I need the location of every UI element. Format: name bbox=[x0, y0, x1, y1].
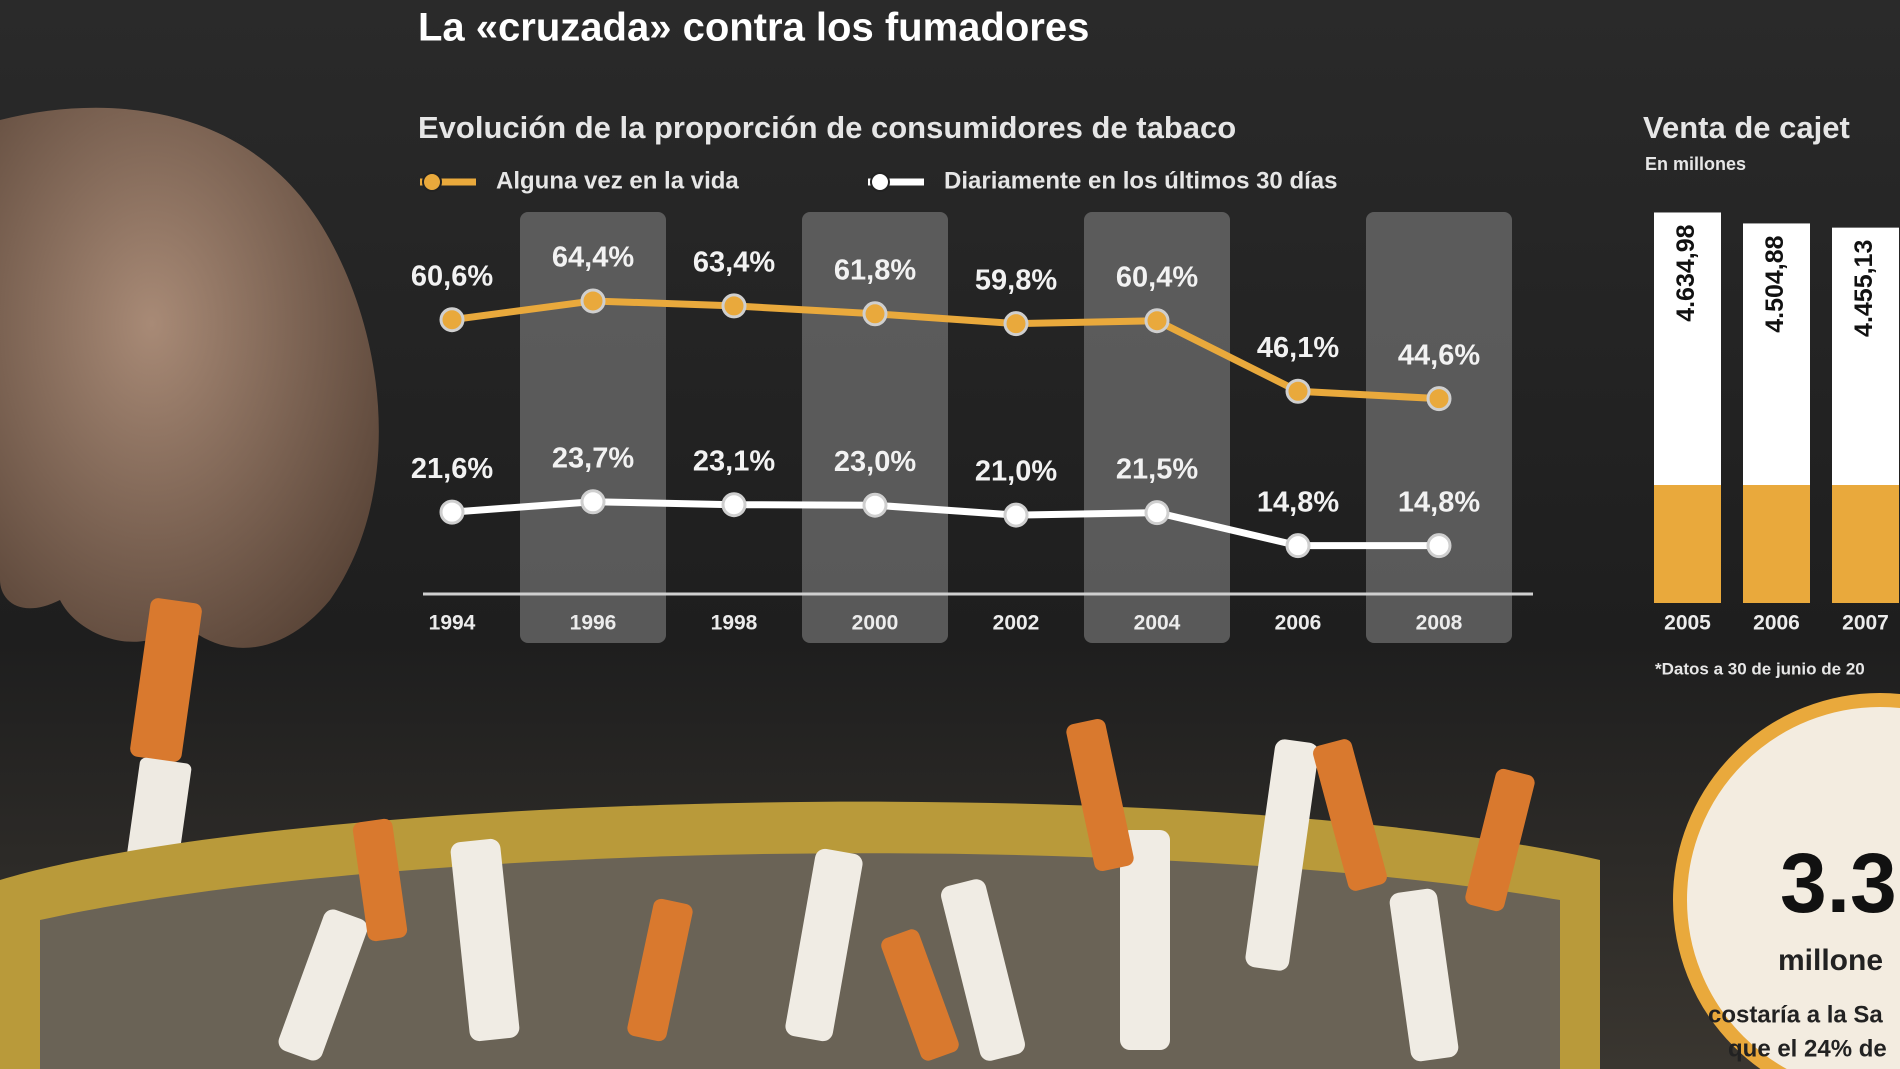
legend-label: Alguna vez en la vida bbox=[496, 167, 739, 194]
data-point bbox=[721, 492, 747, 518]
value-label: 21,6% bbox=[411, 453, 493, 485]
x-tick-label: 1998 bbox=[711, 612, 758, 635]
x-tick-label: 2002 bbox=[993, 612, 1040, 635]
value-label: 64,4% bbox=[552, 242, 634, 274]
value-label: 4.455,13 bbox=[1850, 240, 1878, 337]
value-label: 60,4% bbox=[1116, 261, 1198, 293]
column-band bbox=[520, 212, 666, 643]
data-point bbox=[1285, 378, 1311, 404]
data-point bbox=[580, 288, 606, 314]
data-point bbox=[862, 301, 888, 327]
value-label: 21,5% bbox=[1116, 453, 1198, 485]
chart-title: Evolución de la proporción de consumidor… bbox=[418, 110, 1236, 145]
bar-base bbox=[1743, 485, 1810, 603]
value-label: 4.504,88 bbox=[1761, 235, 1789, 332]
value-label: 63,4% bbox=[693, 247, 775, 279]
x-tick-label: 2004 bbox=[1134, 612, 1181, 635]
value-label: 14,8% bbox=[1257, 486, 1339, 518]
value-label: 59,8% bbox=[975, 264, 1057, 296]
value-label: 46,1% bbox=[1257, 332, 1339, 364]
value-label: 14,8% bbox=[1398, 486, 1480, 518]
data-point bbox=[439, 307, 465, 333]
legend-label: Diariamente en los últimos 30 días bbox=[944, 167, 1337, 194]
page-title: La «cruzada» contra los fumadores bbox=[418, 6, 1089, 50]
value-label: 60,6% bbox=[411, 260, 493, 292]
data-point bbox=[580, 489, 606, 515]
callout-value: 3.3 bbox=[1780, 836, 1897, 930]
data-point bbox=[862, 492, 888, 518]
plot-layer: 1994 1996 1998 2000 2002 2004 2006 2008 Alguna v… bbox=[411, 167, 1899, 635]
x-tick-label: 2008 bbox=[1416, 612, 1463, 635]
callout-text: costaría a la Sa bbox=[1708, 1001, 1883, 1028]
legend-marker bbox=[422, 172, 442, 192]
series-line bbox=[451, 498, 1439, 550]
chart-note: *Datos a 30 de junio de 20 bbox=[1655, 659, 1865, 678]
value-label: 23,0% bbox=[834, 446, 916, 478]
column-band bbox=[1366, 212, 1512, 643]
data-point bbox=[721, 293, 747, 319]
data-point bbox=[1144, 500, 1170, 526]
data-point bbox=[1285, 533, 1311, 559]
x-tick-label: 2005 bbox=[1664, 612, 1711, 635]
value-label: 21,0% bbox=[975, 456, 1057, 488]
bar-base bbox=[1832, 485, 1899, 603]
data-point bbox=[1003, 311, 1029, 337]
callout-text: que el 24% de bbox=[1728, 1035, 1887, 1062]
callout-unit: millone bbox=[1778, 944, 1883, 977]
value-label: 23,1% bbox=[693, 445, 775, 477]
data-point bbox=[1426, 533, 1452, 559]
value-label: 44,6% bbox=[1398, 339, 1480, 371]
data-point bbox=[1144, 308, 1170, 334]
value-label: 4.634,98 bbox=[1672, 224, 1700, 321]
chart-title: Venta de cajet bbox=[1643, 110, 1850, 145]
x-tick-label: 2006 bbox=[1753, 612, 1800, 635]
x-tick-label: 1994 bbox=[429, 612, 476, 635]
x-tick-label: 2000 bbox=[852, 612, 899, 635]
x-tick-label: 1996 bbox=[570, 612, 617, 635]
callout-circle bbox=[1673, 693, 1900, 1069]
bar-base bbox=[1654, 485, 1721, 603]
legend-marker bbox=[870, 172, 890, 192]
x-tick-label: 2007 bbox=[1842, 612, 1889, 635]
series-line bbox=[451, 297, 1440, 403]
value-label: 61,8% bbox=[834, 254, 916, 286]
value-label: 23,7% bbox=[552, 442, 634, 474]
chart-subtitle: En millones bbox=[1645, 154, 1746, 174]
data-point bbox=[439, 499, 465, 525]
photo-decoration bbox=[0, 107, 1600, 1069]
data-point bbox=[1426, 386, 1452, 412]
data-point bbox=[1003, 502, 1029, 528]
x-tick-label: 2006 bbox=[1275, 612, 1322, 635]
